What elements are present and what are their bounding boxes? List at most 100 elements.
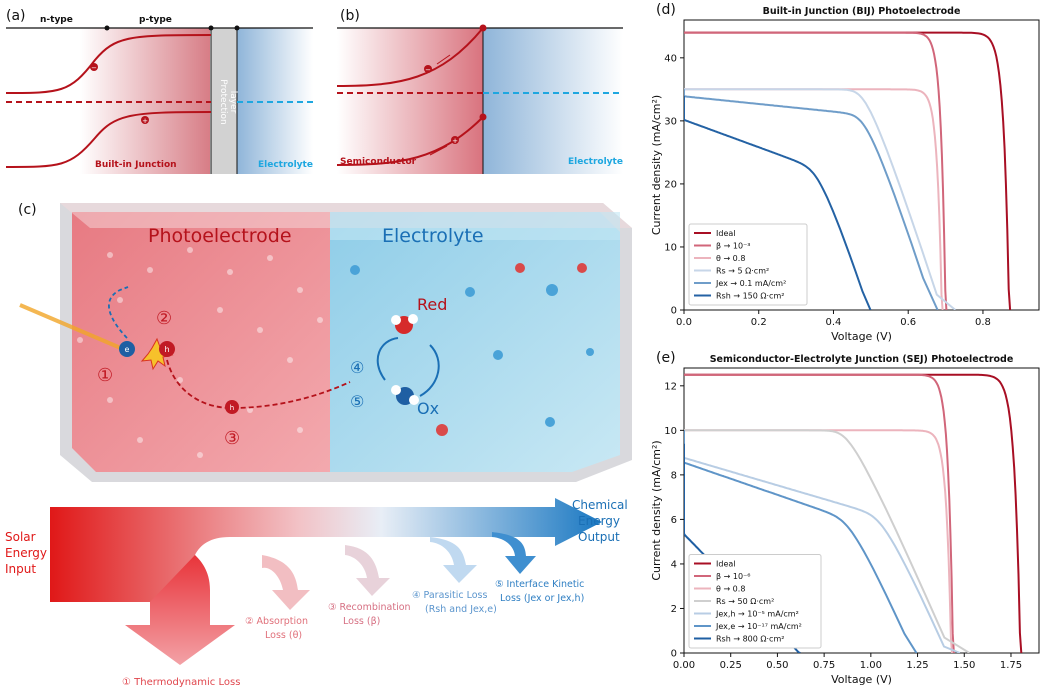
- legend-entry: Jex,e → 10⁻¹⁷ mA/cm²: [715, 622, 802, 631]
- y-tick-label: 12: [664, 381, 677, 392]
- x-tick-label: 1.50: [953, 660, 975, 671]
- y-tick-label: 8: [671, 470, 677, 481]
- hole-symbol: h: [230, 404, 234, 412]
- x-axis-label: Voltage (V): [831, 330, 892, 343]
- step-2-marker: ②: [156, 308, 172, 329]
- bubbles: [77, 247, 323, 458]
- electron-icon: [119, 341, 135, 357]
- kinetic-loss-arrow: [492, 532, 536, 574]
- electron-icon: [424, 65, 432, 73]
- chart-d: (d) Built-in Junction (BIJ) Photoelectrod…: [650, 2, 1040, 343]
- step-3-marker: ③: [224, 428, 240, 449]
- x-tick-label: 0.4: [826, 317, 842, 328]
- chart-e-title: Semiconductor-Electrolyte Junction (SEJ)…: [710, 354, 1014, 365]
- redox-cycle-arrow: [419, 344, 440, 397]
- series-line: [684, 89, 939, 310]
- electron-path: [108, 286, 129, 339]
- step-5-marker: ⑤: [350, 392, 364, 411]
- contact-dot: [234, 25, 240, 31]
- photoelectrode-label: Photoelectrode: [148, 225, 292, 247]
- series-line: [684, 95, 872, 310]
- electron-icon: [90, 63, 98, 71]
- red-molecule-icon: [391, 314, 418, 334]
- series-line: [684, 31, 948, 310]
- y-axis-label: Current density (mA/cm²): [650, 95, 663, 235]
- x-tick-label: 0.0: [676, 317, 692, 328]
- photoelectrode-block: [72, 212, 330, 472]
- series-line: [684, 373, 955, 653]
- absorption-loss-label: ② Absorption: [245, 616, 308, 627]
- panel-c: (c) Photoelectrode Electrolyte e h h ① ②…: [5, 202, 632, 688]
- ox-label: Ox: [417, 399, 439, 418]
- light-beam-icon: [19, 303, 124, 351]
- legend-entry: θ → 0.8: [716, 585, 745, 594]
- svg-text:+: +: [142, 117, 148, 125]
- series-line: [684, 88, 957, 310]
- protection-label: Protection: [218, 79, 228, 125]
- thermodynamic-loss-arrow: [125, 555, 235, 665]
- electrolyte-block: [330, 212, 620, 472]
- valence-band-a: [5, 111, 212, 168]
- ox-molecule-icon: [391, 385, 419, 405]
- legend-entry: Jex,h → 10⁻⁵ mA/cm²: [715, 610, 799, 619]
- series-line: [684, 429, 971, 653]
- legend-entry: β → 10⁻³: [716, 242, 751, 251]
- electrolyte-label-a: Electrolyte: [258, 160, 313, 170]
- y-tick-label: 0: [671, 649, 677, 660]
- legend-entry: Rs → 50 Ω·cm²: [716, 597, 774, 606]
- panel-a-label: (a): [6, 8, 26, 24]
- x-tick-label: 1.00: [860, 660, 882, 671]
- n-type-label: n-type: [40, 15, 73, 25]
- hole-icon: [225, 400, 239, 414]
- svg-text:−: −: [425, 66, 431, 74]
- semiconductor-label: Semiconductor: [340, 157, 417, 167]
- absorption-loss-arrow: [262, 555, 310, 610]
- x-tick-label: 0.25: [720, 660, 742, 671]
- legend-entry: Rsh → 150 Ω·cm²: [716, 292, 784, 301]
- contact-dot: [208, 25, 214, 31]
- panel-d-label: (d): [656, 2, 676, 18]
- chemical-output-line1: Chemical: [572, 498, 628, 512]
- solar-input-line1: Solar: [5, 530, 36, 544]
- water-surface: [330, 212, 620, 240]
- y-tick-label: 20: [664, 179, 677, 190]
- panel-b-label: (b): [340, 8, 360, 24]
- p-type-label: p-type: [139, 15, 172, 25]
- y-tick-label: 10: [664, 242, 677, 253]
- chemical-output-line3: Output: [578, 530, 620, 544]
- svg-text:+: +: [452, 137, 458, 145]
- legend-entry: β → 10⁻⁶: [716, 572, 751, 581]
- kinetic-loss-label: ⑤ Interface Kinetic: [495, 579, 584, 590]
- chart-d-title: Built-in Junction (BIJ) Photoelectrode: [763, 6, 961, 17]
- water-molecule-icon: [350, 263, 594, 436]
- x-tick-label: 0.50: [766, 660, 788, 671]
- x-tick-label: 0.2: [751, 317, 767, 328]
- y-tick-label: 4: [671, 559, 677, 570]
- y-axis-label: Current density (mA/cm²): [650, 440, 663, 580]
- y-tick-label: 40: [664, 53, 677, 64]
- series-line: [684, 430, 961, 653]
- x-tick-label: 0.6: [900, 317, 916, 328]
- y-tick-label: 2: [671, 604, 677, 615]
- contact-dot: [104, 25, 110, 31]
- legend-box: [688, 223, 808, 306]
- legend-entry: Ideal: [716, 560, 735, 569]
- panel-e-label: (e): [656, 350, 676, 366]
- red-label: Red: [417, 295, 447, 314]
- electrolyte-region-b: [483, 28, 623, 174]
- step-1-marker: ①: [97, 365, 113, 386]
- electron-symbol: e: [125, 345, 130, 354]
- legend-entry: Rs → 5 Ω·cm²: [716, 267, 769, 276]
- conduction-band-a: [5, 34, 212, 94]
- hole-arrow-icon: [429, 145, 448, 156]
- hole-icon: [141, 116, 149, 124]
- panel-b: (b) − + Semiconductor Electrolyte: [336, 8, 623, 174]
- thermodynamic-loss-label: ① Thermodynamic Loss: [122, 677, 240, 688]
- y-tick-label: 10: [664, 426, 677, 437]
- plot-area: [684, 31, 1012, 310]
- band-edge-dot: [479, 113, 487, 121]
- svg-text:−: −: [91, 64, 97, 72]
- legend-entry: Jex → 0.1 mA/cm²: [715, 279, 786, 288]
- solar-input-line2: Energy: [5, 546, 47, 560]
